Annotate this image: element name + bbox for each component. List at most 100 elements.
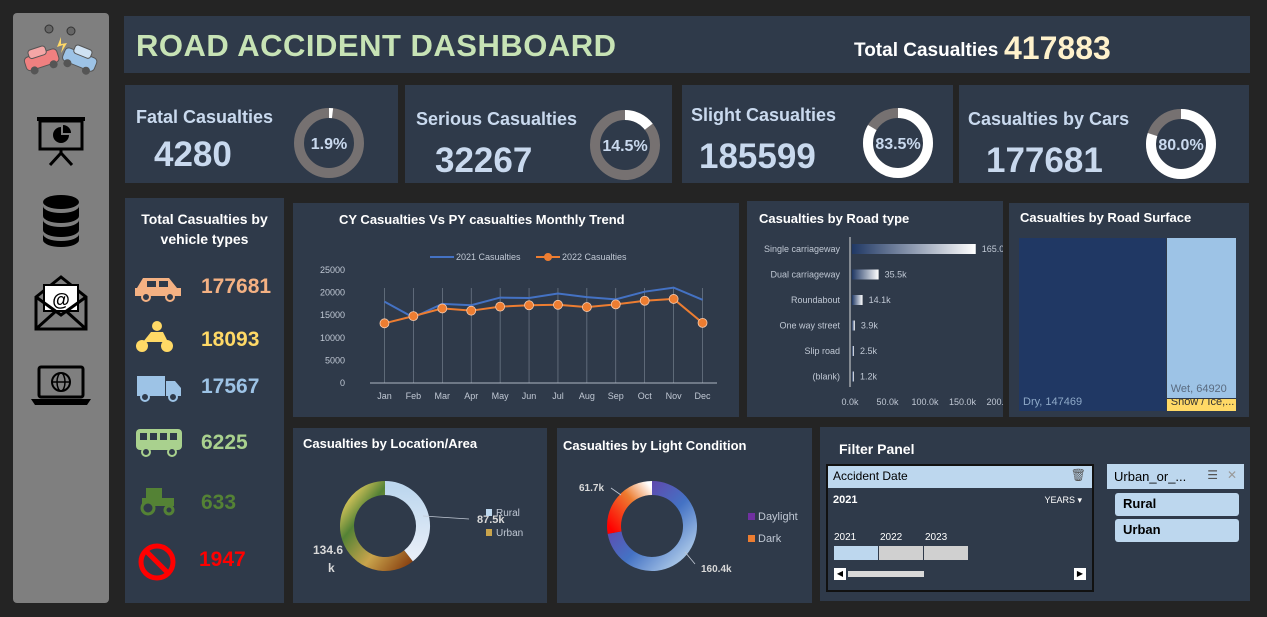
y-tick-label: 20000 bbox=[320, 288, 345, 298]
x-tick-label: Jun bbox=[522, 391, 537, 401]
period-dropdown[interactable]: YEARS ▾ bbox=[1044, 495, 1082, 505]
data-label: 2.5k bbox=[860, 346, 878, 356]
trend-chart: Jan Feb Mar Apr May Jun Jul Aug Sep Oct Nov Dec 0 500… bbox=[320, 252, 717, 401]
timeline-bar-2023[interactable] bbox=[924, 546, 968, 560]
treemap-tile[interactable]: Dry, 147469 bbox=[1019, 237, 1167, 411]
data-point[interactable] bbox=[610, 299, 621, 310]
data-point[interactable] bbox=[437, 303, 448, 314]
vehicle-truck-value: 17567 bbox=[201, 375, 260, 398]
legend-label: Dark bbox=[758, 533, 782, 545]
treemap-label: Snow / Ice,... bbox=[1170, 398, 1235, 408]
legend-label: Rural bbox=[496, 508, 520, 519]
kpi-label: Casualties by Cars bbox=[968, 109, 1130, 129]
kpi-donut-arc bbox=[590, 110, 660, 180]
scroll-left-icon[interactable]: ◀ bbox=[834, 568, 846, 580]
tractor-icon bbox=[140, 488, 175, 516]
donut-slice[interactable] bbox=[384, 481, 430, 562]
vehicle-other-value: 1947 bbox=[199, 548, 246, 571]
kpi-donut: 14.5% bbox=[590, 110, 660, 180]
location-title: Casualties by Location/Area bbox=[303, 436, 478, 451]
treemap-tile[interactable]: Wet, 64920 bbox=[1166, 237, 1237, 399]
presentation-chart-icon[interactable] bbox=[13, 113, 109, 167]
database-icon[interactable] bbox=[13, 193, 109, 249]
monthly-trend-panel: CY Casualties Vs PY casualties Monthly T… bbox=[293, 203, 739, 417]
selected-year-label: 2021 bbox=[833, 494, 858, 506]
data-point[interactable] bbox=[466, 305, 477, 316]
bar[interactable] bbox=[852, 269, 879, 280]
treemap-label: Dry, 147469 bbox=[1023, 396, 1083, 408]
donut-slice[interactable] bbox=[607, 481, 697, 571]
category-label: One way street bbox=[779, 321, 840, 331]
data-point[interactable] bbox=[524, 300, 534, 311]
kpi-label: Fatal Casualties bbox=[136, 107, 274, 127]
light-condition-panel: Casualties by Light Condition 160.4k 61.7… bbox=[557, 428, 812, 603]
treemap-tile[interactable]: Snow / Ice,... bbox=[1166, 398, 1237, 411]
bar[interactable] bbox=[852, 244, 976, 254]
road-type-title: Casualties by Road type bbox=[759, 211, 910, 226]
slicer-item-rural[interactable]: Rural bbox=[1115, 493, 1239, 516]
legend-swatch bbox=[486, 509, 492, 516]
category-label: Single carriageway bbox=[764, 244, 841, 254]
leader-line bbox=[422, 515, 470, 520]
timeline-bar-2022[interactable] bbox=[879, 546, 923, 560]
total-casualties-label: Total Casualties bbox=[854, 40, 999, 61]
x-tick-label: 200.0k bbox=[986, 397, 1003, 407]
data-point[interactable] bbox=[668, 294, 679, 304]
data-point[interactable] bbox=[639, 295, 650, 306]
multi-select-icon[interactable]: ☰ bbox=[1207, 468, 1218, 482]
data-point[interactable] bbox=[379, 318, 390, 329]
total-casualties-value: 417883 bbox=[1004, 30, 1111, 66]
category-label: Slip road bbox=[804, 346, 840, 356]
date-slicer-header: Accident Date 🗑 bbox=[828, 466, 1092, 488]
x-tick-label: May bbox=[492, 391, 510, 401]
urban-rural-slicer: Urban_or_... ☰ ✕ Rural Urban bbox=[1107, 464, 1244, 554]
slicer-item-urban[interactable]: Urban bbox=[1115, 519, 1239, 542]
no-entry-icon bbox=[138, 543, 176, 581]
scroll-right-icon[interactable]: ▶ bbox=[1074, 568, 1086, 580]
data-point[interactable] bbox=[581, 302, 592, 312]
kpi-value: 185599 bbox=[699, 137, 816, 176]
y-tick-label: 15000 bbox=[320, 310, 345, 320]
bar[interactable] bbox=[852, 320, 855, 331]
road-type-panel: Casualties by Road type Single carriagew… bbox=[747, 201, 1003, 417]
bar[interactable] bbox=[852, 371, 854, 382]
kpi-card-slight: Slight Casualties 185599 83.5% bbox=[682, 85, 953, 183]
kpi-pct-label: 83.5% bbox=[875, 136, 920, 153]
data-point[interactable] bbox=[408, 311, 419, 322]
x-tick-label: Nov bbox=[666, 391, 683, 401]
year-2021-label: 2021 bbox=[834, 532, 857, 543]
filter-panel-title: Filter Panel bbox=[839, 441, 915, 457]
x-tick-label: Apr bbox=[464, 391, 478, 401]
category-label: Dual carriageway bbox=[770, 270, 840, 280]
data-point[interactable] bbox=[553, 299, 563, 310]
laptop-web-icon[interactable] bbox=[13, 363, 109, 407]
data-label: 61.7k bbox=[579, 483, 604, 494]
urban-slicer-header: Urban_or_... ☰ ✕ bbox=[1107, 464, 1244, 489]
scroll-thumb[interactable] bbox=[848, 571, 924, 577]
data-label: 14.1k bbox=[869, 295, 892, 305]
road-surface-panel: Casualties by Road Surface Dry, 147469 We… bbox=[1009, 203, 1249, 417]
email-icon[interactable]: @ bbox=[13, 273, 109, 333]
legend-swatch bbox=[486, 529, 492, 536]
y-tick-label: 5000 bbox=[325, 355, 345, 365]
bar[interactable] bbox=[852, 346, 854, 356]
clear-filter-icon[interactable]: ✕ bbox=[1226, 468, 1237, 482]
data-label: 87.5k bbox=[477, 514, 505, 526]
x-tick-label: 150.0k bbox=[949, 397, 977, 407]
clear-filter-icon[interactable]: 🗑 bbox=[1070, 468, 1086, 482]
data-label: 35.5k bbox=[885, 270, 908, 280]
date-slicer-header-label: Accident Date bbox=[833, 469, 908, 483]
donut-slice[interactable] bbox=[607, 481, 653, 534]
timeline-bar-2021[interactable] bbox=[834, 546, 878, 560]
data-point[interactable] bbox=[697, 317, 708, 328]
data-label: 165.0k bbox=[982, 244, 1003, 254]
bus-icon bbox=[136, 429, 182, 457]
data-point[interactable] bbox=[495, 301, 506, 312]
kpi-donut-arc bbox=[294, 108, 364, 178]
donut-slice[interactable] bbox=[340, 481, 413, 571]
x-tick-label: Dec bbox=[695, 391, 712, 401]
vehicle-tractor-value: 633 bbox=[201, 491, 237, 514]
bar[interactable] bbox=[852, 295, 863, 305]
timeline-scrollbar[interactable]: ◀ ▶ bbox=[834, 568, 1086, 580]
car-icon bbox=[135, 278, 181, 302]
